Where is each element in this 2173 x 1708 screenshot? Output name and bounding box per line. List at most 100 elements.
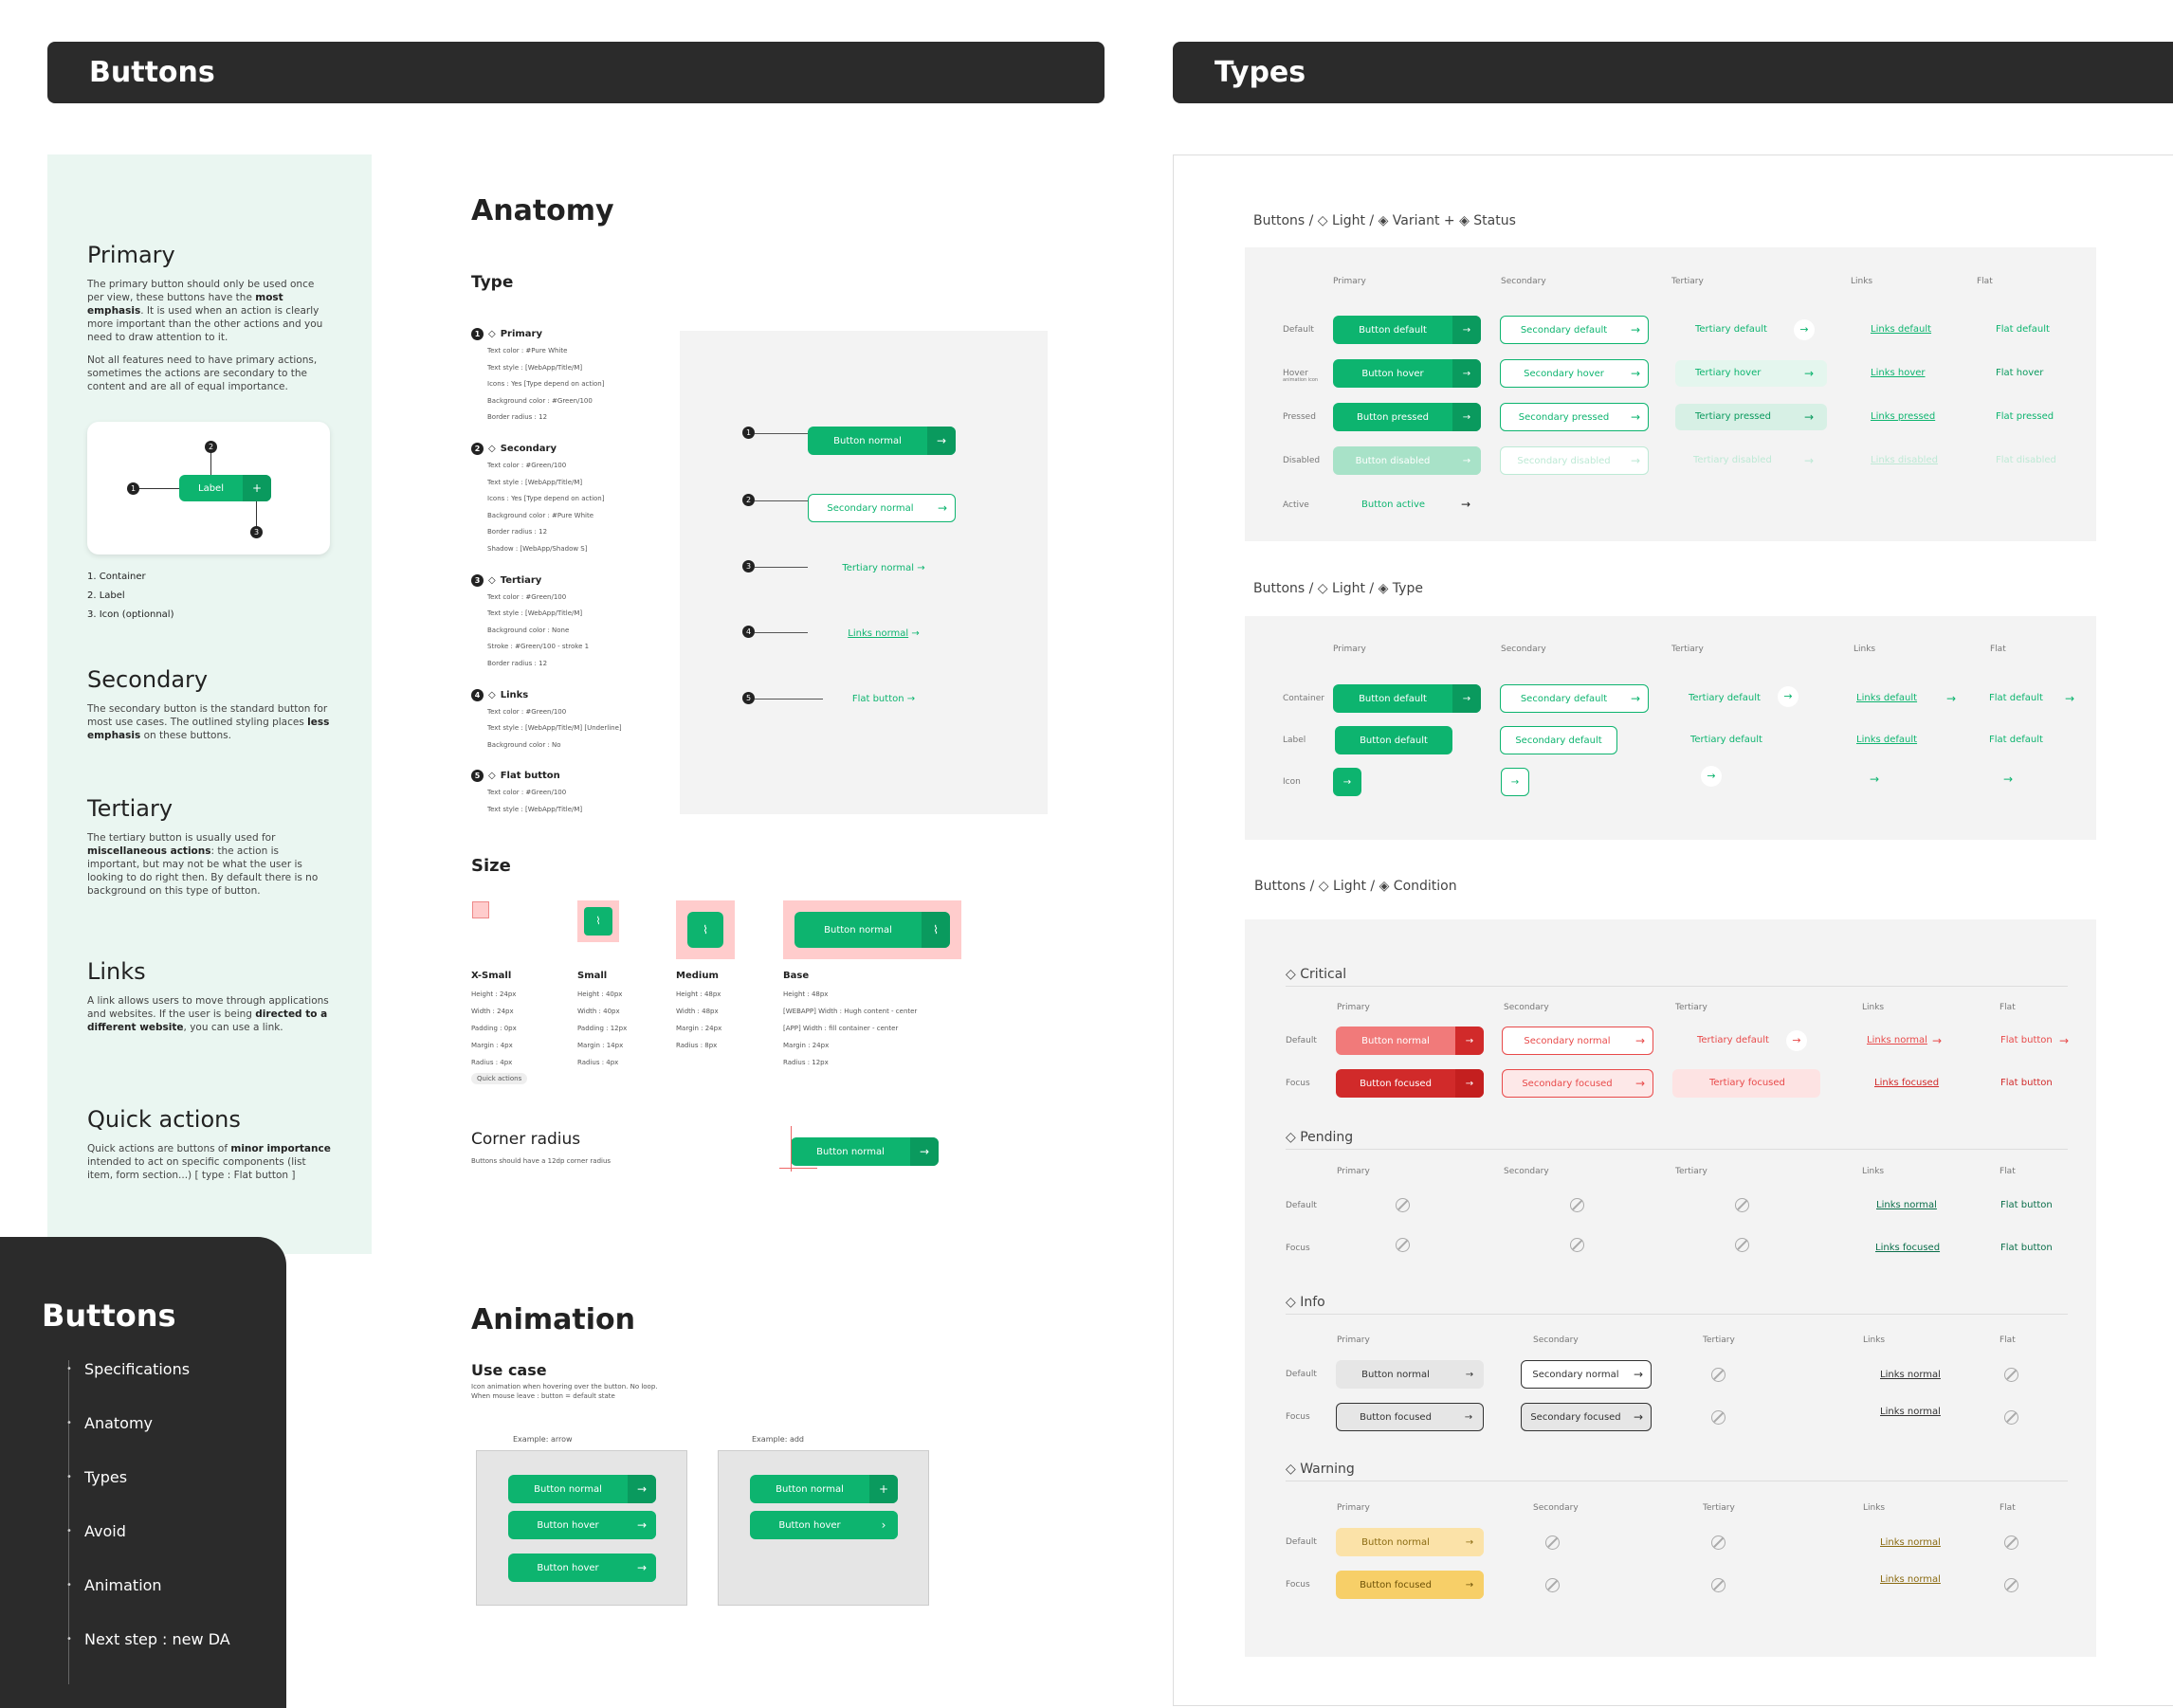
arrow-right-icon: → xyxy=(1630,454,1640,467)
tertiary-hover[interactable]: Tertiary hover xyxy=(1695,368,1762,378)
primary-default[interactable]: Button default → xyxy=(1333,316,1481,344)
spec-line: Background color : #Green/100 xyxy=(487,396,593,405)
column-header: Links xyxy=(1862,1167,1885,1176)
secondary-container[interactable]: Secondary default → xyxy=(1500,684,1649,713)
flat-default[interactable]: Flat default xyxy=(1996,324,2050,335)
tertiary-default[interactable]: Tertiary default xyxy=(1695,324,1767,335)
secondary-default[interactable]: Secondary default → xyxy=(1500,316,1649,344)
column-header: Tertiary xyxy=(1671,645,1704,654)
critical-flat-default[interactable]: Flat button xyxy=(2000,1035,2053,1045)
nav-item-types[interactable]: Types xyxy=(66,1468,230,1522)
nav-item-animation[interactable]: Animation xyxy=(66,1576,230,1630)
primary-container[interactable]: Button default → xyxy=(1333,684,1481,713)
button-label: Button normal xyxy=(1361,1035,1430,1046)
secondary-disabled[interactable]: Secondary disabled → xyxy=(1500,446,1649,475)
links-container[interactable]: Links default xyxy=(1856,693,1918,703)
arrow-right-icon: → xyxy=(1804,454,1815,467)
column-header: Primary xyxy=(1333,277,1366,286)
flat-container[interactable]: Flat default xyxy=(1989,693,2043,703)
button-hover[interactable]: Button hover → xyxy=(508,1554,656,1582)
type-name: Primary xyxy=(500,329,543,339)
secondary-icon-button[interactable]: → xyxy=(1501,768,1529,796)
primary-pressed[interactable]: Button pressed → xyxy=(1333,403,1481,431)
links-normal[interactable]: Links normal → xyxy=(831,624,936,643)
critical-secondary-focus[interactable]: Secondary focused → xyxy=(1502,1069,1653,1098)
tertiary-normal[interactable]: Tertiary normal → xyxy=(831,558,936,577)
primary-icon-button[interactable]: → xyxy=(1333,768,1361,796)
info-links-focus[interactable]: Links normal xyxy=(1880,1407,1941,1417)
critical-tertiary-focus[interactable]: Tertiary focused xyxy=(1709,1078,1785,1088)
pending-flat-focus[interactable]: Flat button xyxy=(2000,1243,2053,1253)
nav-item-anatomy[interactable]: Anatomy xyxy=(66,1414,230,1468)
links-label[interactable]: Links default xyxy=(1856,735,1918,745)
button-normal[interactable]: Button normal → xyxy=(808,427,956,455)
links-hover[interactable]: Links hover xyxy=(1871,368,1926,378)
warning-links-focus[interactable]: Links normal xyxy=(1880,1574,1941,1585)
warning-primary-focus[interactable]: Button focused → xyxy=(1336,1571,1484,1599)
info-secondary-default[interactable]: Secondary normal → xyxy=(1521,1360,1652,1389)
marker-line xyxy=(755,632,808,633)
flat-hover[interactable]: Flat hover xyxy=(1996,368,2044,378)
secondary-label[interactable]: Secondary default xyxy=(1500,726,1617,754)
button-label: Secondary default xyxy=(1520,693,1608,704)
tertiary-pressed[interactable]: Tertiary pressed xyxy=(1695,411,1772,422)
tertiary-container[interactable]: Tertiary default xyxy=(1689,693,1761,703)
info-secondary-focus[interactable]: Secondary focused → xyxy=(1521,1403,1652,1431)
warning-links-default[interactable]: Links normal xyxy=(1880,1537,1941,1548)
tertiary-label[interactable]: Tertiary default xyxy=(1690,735,1762,745)
flat-disabled[interactable]: Flat disabled xyxy=(1996,455,2056,465)
spec-line: Text style : [WebApp/Title/M] xyxy=(487,478,583,486)
button-normal[interactable]: Button normal → xyxy=(508,1475,656,1503)
size-name: Medium xyxy=(676,971,719,981)
primary-active[interactable]: Button active xyxy=(1361,500,1426,510)
critical-secondary-default[interactable]: Secondary normal → xyxy=(1502,1027,1653,1055)
chart-icon: ⌇ xyxy=(584,907,612,936)
spec-line: Text style : [WebApp/Title/M] [Underline… xyxy=(487,724,622,733)
primary-disabled[interactable]: Button disabled → xyxy=(1333,446,1481,475)
nav-item-next-step[interactable]: Next step : new DA xyxy=(66,1630,230,1684)
row-label: Hover xyxy=(1283,369,1308,378)
button-label: Button normal xyxy=(824,924,892,936)
links-icon[interactable]: → xyxy=(1870,772,1880,786)
tertiary-disabled[interactable]: Tertiary disabled xyxy=(1693,455,1772,465)
flat-button[interactable]: Flat button → xyxy=(831,689,936,708)
pending-links-focus[interactable]: Links focused xyxy=(1875,1243,1941,1253)
critical-flat-focus[interactable]: Flat button xyxy=(2000,1078,2053,1088)
column-header: Flat xyxy=(2000,1336,2016,1345)
info-links-default[interactable]: Links normal xyxy=(1880,1370,1941,1380)
type-heading: 2 ◇ Secondary xyxy=(471,443,557,455)
spec-line: Border radius : 12 xyxy=(487,413,548,422)
primary-label[interactable]: Button default xyxy=(1335,726,1452,754)
text-bold: miscellaneous actions xyxy=(87,845,211,857)
button-normal[interactable]: Button normal + xyxy=(750,1475,898,1503)
text: The secondary button is the standard but… xyxy=(87,703,328,728)
secondary-hover[interactable]: Secondary hover → xyxy=(1500,359,1649,388)
pending-flat-default[interactable]: Flat button xyxy=(2000,1200,2053,1210)
info-primary-default[interactable]: Button normal → xyxy=(1336,1360,1484,1389)
warning-primary-default[interactable]: Button normal → xyxy=(1336,1528,1484,1556)
critical-links-default[interactable]: Links normal xyxy=(1867,1035,1927,1045)
marker-line xyxy=(755,500,808,501)
critical-primary-focus[interactable]: Button focused → xyxy=(1336,1069,1484,1098)
links-pressed[interactable]: Links pressed xyxy=(1871,411,1936,422)
nav-item-avoid[interactable]: Avoid xyxy=(66,1522,230,1576)
critical-links-focus[interactable]: Links focused xyxy=(1874,1078,1940,1088)
button-hover[interactable]: Button hover › xyxy=(750,1511,898,1539)
links-default[interactable]: Links default xyxy=(1871,324,1932,335)
critical-tertiary-default[interactable]: Tertiary default xyxy=(1697,1035,1769,1045)
info-primary-focus[interactable]: Button focused → xyxy=(1336,1403,1484,1431)
secondary-normal[interactable]: Secondary normal → xyxy=(808,494,956,522)
links-disabled[interactable]: Links disabled xyxy=(1871,455,1938,465)
button-hover[interactable]: Button hover → xyxy=(508,1511,656,1539)
critical-primary-default[interactable]: Button normal → xyxy=(1336,1027,1484,1055)
flat-label[interactable]: Flat default xyxy=(1989,735,2043,745)
flat-icon[interactable]: → xyxy=(2003,772,2014,786)
nav-item-specifications[interactable]: Specifications xyxy=(66,1360,230,1414)
column-header: Flat xyxy=(2000,1167,2016,1176)
condition-title: ◇ Warning xyxy=(1286,1462,1355,1477)
pending-links-default[interactable]: Links normal xyxy=(1876,1200,1937,1210)
button-label: Button disabled xyxy=(1355,455,1431,466)
primary-hover[interactable]: Button hover → xyxy=(1333,359,1481,388)
flat-pressed[interactable]: Flat pressed xyxy=(1996,411,2054,422)
secondary-pressed[interactable]: Secondary pressed → xyxy=(1500,403,1649,431)
